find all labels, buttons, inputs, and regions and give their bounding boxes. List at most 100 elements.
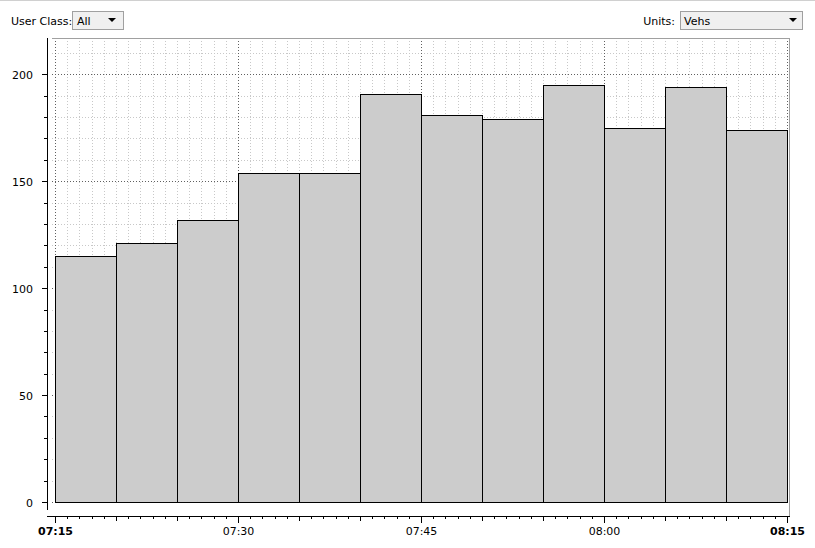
x-minor-tick	[702, 516, 703, 519]
y-minor-tick	[44, 352, 47, 353]
x-minor-tick	[311, 516, 312, 519]
dropdown-arrow	[108, 18, 116, 22]
x-minor-tick	[348, 516, 349, 519]
x-minor-tick	[287, 516, 288, 519]
y-axis: 0 50 100 150 200	[12, 38, 48, 510]
x-minor-tick	[433, 516, 434, 519]
control-label: User Class:	[11, 15, 72, 28]
x-minor-tick	[323, 516, 324, 519]
x-minor-tick	[262, 516, 263, 519]
y-tick-label: 100	[12, 283, 33, 296]
x-minor-tick	[177, 516, 178, 521]
y-tick-label: 200	[12, 69, 33, 82]
x-tick-label: 07:30	[223, 525, 255, 538]
x-minor-tick	[458, 516, 459, 519]
x-tick	[55, 516, 56, 523]
y-minor-tick	[44, 138, 47, 139]
x-minor-tick	[409, 516, 410, 519]
y-minor-tick	[44, 331, 47, 332]
x-tick	[787, 516, 788, 523]
x-tick	[421, 516, 422, 523]
y-minor-tick	[44, 374, 47, 375]
bar	[605, 129, 666, 503]
x-minor-tick	[506, 516, 507, 519]
x-minor-tick	[628, 516, 629, 519]
bar	[56, 257, 117, 503]
x-minor-tick	[470, 516, 471, 519]
y-minor-tick	[44, 245, 47, 246]
x-minor-tick	[726, 516, 727, 521]
x-minor-tick	[580, 516, 581, 519]
dropdown[interactable]: All	[73, 12, 124, 30]
x-minor-tick	[653, 516, 654, 519]
y-minor-tick	[44, 481, 47, 482]
y-tick	[42, 395, 47, 396]
x-minor-tick	[128, 516, 129, 519]
y-tick-label: 50	[19, 390, 33, 403]
bar	[361, 95, 422, 503]
top-border	[0, 0, 815, 1]
y-axis-line	[47, 38, 48, 510]
x-minor-tick	[153, 516, 154, 519]
bar	[117, 244, 178, 503]
x-minor-tick	[250, 516, 251, 519]
bar	[483, 120, 544, 503]
x-minor-tick	[750, 516, 751, 519]
plot-frame	[52, 38, 790, 39]
x-minor-tick	[79, 516, 80, 519]
x-tick-label: 08:00	[589, 525, 621, 538]
x-tick-label: 07:15	[38, 525, 73, 538]
x-minor-tick	[567, 516, 568, 519]
x-minor-tick	[494, 516, 495, 519]
x-minor-tick	[384, 516, 385, 519]
x-minor-tick	[445, 516, 446, 519]
y-tick	[42, 74, 47, 75]
x-minor-tick	[763, 516, 764, 519]
y-minor-tick	[44, 416, 47, 417]
bar	[544, 86, 605, 503]
x-minor-tick	[616, 516, 617, 519]
x-minor-tick	[555, 516, 556, 519]
bars	[56, 86, 788, 503]
x-minor-tick	[116, 516, 117, 521]
y-minor-tick	[44, 160, 47, 161]
y-tick-label: 0	[26, 497, 33, 510]
dropdown-box	[73, 12, 124, 30]
x-minor-tick	[214, 516, 215, 519]
x-minor-tick	[189, 516, 190, 519]
x-tick	[604, 516, 605, 523]
dropdown-value: All	[77, 15, 91, 28]
y-tick-label: 150	[12, 176, 33, 189]
x-minor-tick	[275, 516, 276, 519]
x-tick	[238, 516, 239, 523]
x-minor-tick	[775, 516, 776, 519]
x-minor-tick	[482, 516, 483, 521]
x-minor-tick	[689, 516, 690, 519]
x-minor-tick	[677, 516, 678, 519]
bar	[178, 221, 239, 503]
bar	[422, 116, 483, 503]
x-minor-tick	[592, 516, 593, 519]
x-minor-tick	[336, 516, 337, 519]
dropdown[interactable]: Vehs	[681, 12, 803, 30]
dropdown-arrow	[789, 18, 797, 22]
y-minor-tick	[44, 96, 47, 97]
y-minor-tick	[44, 224, 47, 225]
y-minor-tick	[44, 310, 47, 311]
x-minor-tick	[201, 516, 202, 519]
x-minor-tick	[665, 516, 666, 521]
y-minor-tick	[44, 267, 47, 268]
control-label: Units:	[643, 15, 675, 28]
y-tick	[42, 288, 47, 289]
bar	[239, 174, 300, 503]
x-tick-label: 08:15	[770, 525, 805, 538]
x-minor-tick	[140, 516, 141, 519]
x-minor-tick	[714, 516, 715, 519]
plot-frame	[789, 38, 790, 516]
x-minor-tick	[531, 516, 532, 519]
bar	[666, 88, 727, 503]
chart: User Class: All Units: Vehs 0 50 100 150 200 07:1…	[0, 0, 815, 548]
x-axis-line	[47, 516, 790, 517]
x-minor-tick	[104, 516, 105, 519]
x-minor-tick	[165, 516, 166, 519]
